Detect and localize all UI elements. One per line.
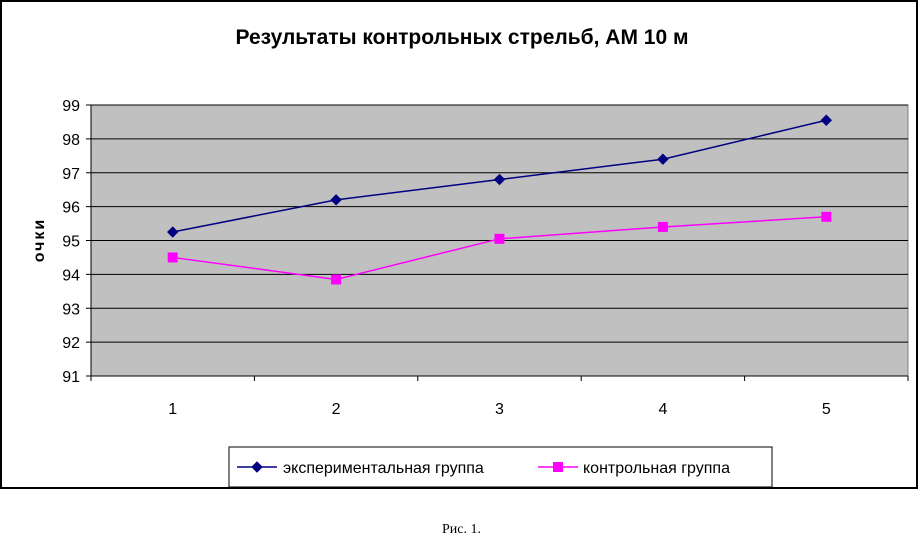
- x-tick-label: 4: [658, 401, 667, 418]
- legend-marker-1: [251, 461, 263, 473]
- y-tick-label: 98: [62, 132, 80, 149]
- series-2-point: [494, 233, 505, 244]
- y-axis-label: очки: [31, 218, 48, 263]
- legend-label-2: контрольная группа: [583, 460, 730, 477]
- series-1-point: [820, 114, 833, 126]
- series-2-point: [821, 211, 832, 222]
- y-tick-label: 92: [62, 335, 80, 352]
- series-1-point: [166, 226, 179, 238]
- series-1-point: [330, 194, 342, 206]
- x-tick-label: 2: [332, 401, 341, 418]
- x-tick-label: 3: [495, 401, 504, 418]
- y-tick-label: 99: [62, 98, 80, 115]
- y-tick-label: 91: [62, 369, 80, 386]
- chart-title: Результаты контрольных стрельб, АМ 10 м: [235, 26, 688, 49]
- y-tick-label: 95: [62, 234, 80, 251]
- series-2-point: [331, 274, 342, 285]
- x-tick-label: 1: [168, 401, 177, 418]
- series-1-point: [493, 173, 506, 186]
- series-2-point: [167, 252, 178, 263]
- x-tick-label: 5: [822, 401, 831, 418]
- y-tick-label: 97: [62, 166, 80, 183]
- legend-box: [228, 446, 773, 488]
- figure-caption: Рис. 1.: [442, 522, 481, 537]
- y-tick-label: 93: [62, 301, 80, 318]
- y-tick-label: 94: [62, 267, 80, 284]
- y-tick-label: 96: [62, 200, 80, 217]
- legend-label-1: экспериментальная группа: [283, 460, 484, 477]
- series-2-point: [657, 221, 668, 232]
- line-chart: Результаты контрольных стрельб, АМ 10 м …: [31, 26, 909, 488]
- legend-marker-2: [553, 462, 563, 472]
- legend: экспериментальная группа контрольная груп…: [228, 446, 773, 488]
- series-1-point: [657, 153, 669, 165]
